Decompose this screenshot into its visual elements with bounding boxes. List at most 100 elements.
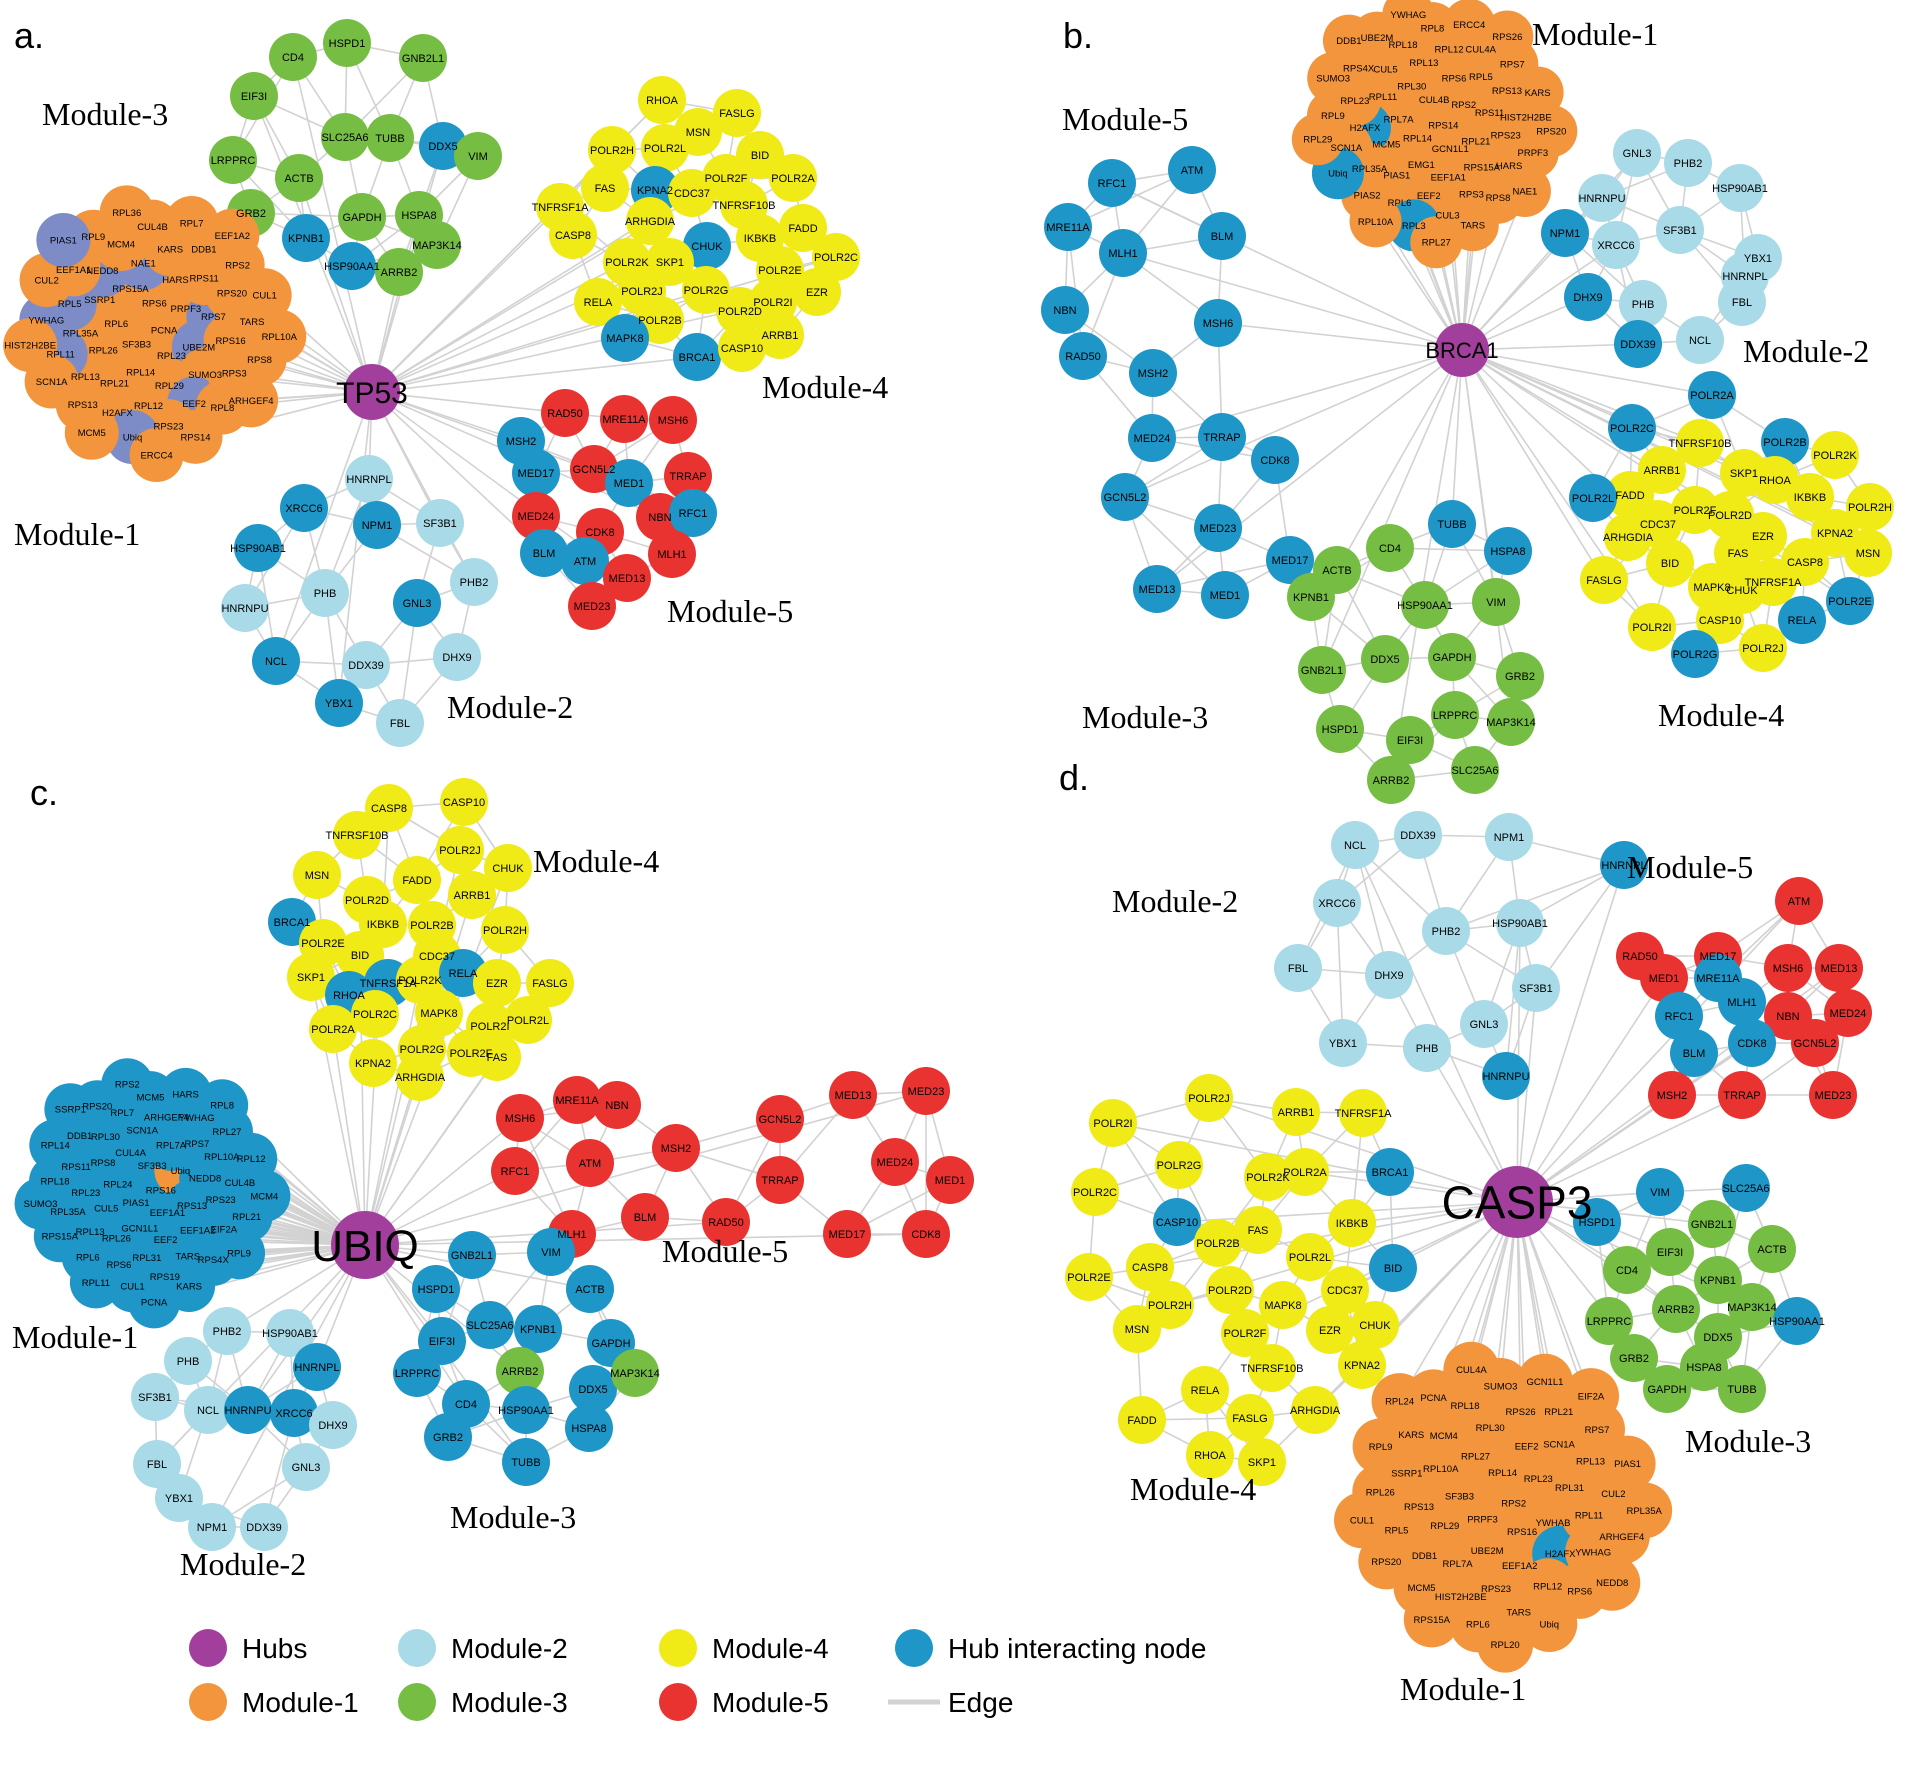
node-msh2[interactable] xyxy=(1129,349,1177,397)
node-med23[interactable] xyxy=(1809,1071,1857,1119)
node-msn[interactable] xyxy=(1844,529,1892,577)
node-med17[interactable] xyxy=(512,449,560,497)
node-lrpprc[interactable] xyxy=(1431,691,1479,739)
node-hnrnpu[interactable] xyxy=(1482,1052,1530,1100)
node-gnb2l1[interactable] xyxy=(399,34,447,82)
node-rpl27[interactable] xyxy=(1410,216,1463,269)
node-casp10[interactable] xyxy=(718,324,766,372)
node-rpl20[interactable] xyxy=(1477,1616,1534,1673)
node-npm1[interactable] xyxy=(1541,209,1589,257)
node-med24[interactable] xyxy=(1824,989,1872,1037)
node-med13[interactable] xyxy=(603,554,651,602)
node-hsp90aa1[interactable] xyxy=(1773,1297,1821,1345)
node-xrcc6[interactable] xyxy=(1313,879,1361,927)
node-faslg[interactable] xyxy=(1226,1394,1274,1442)
node-brca1[interactable] xyxy=(673,333,721,381)
node-arhgdia[interactable] xyxy=(396,1053,444,1101)
node-ncl[interactable] xyxy=(1331,821,1379,869)
node-map3k14[interactable] xyxy=(611,1349,659,1397)
node-grb2[interactable] xyxy=(1496,652,1544,700)
node-polr2f[interactable] xyxy=(1221,1309,1269,1357)
node-tubb[interactable] xyxy=(1428,500,1476,548)
node-polr2h[interactable] xyxy=(588,126,636,174)
node-med17[interactable] xyxy=(1266,536,1314,584)
node-tnfrsf10b[interactable] xyxy=(1676,419,1724,467)
node-mre11a[interactable] xyxy=(600,395,648,443)
node-gapdh[interactable] xyxy=(338,193,386,241)
node-tnfrsf1a[interactable] xyxy=(1749,558,1797,606)
node-trrap[interactable] xyxy=(756,1156,804,1204)
node-grb2[interactable] xyxy=(424,1413,472,1461)
node-casp8[interactable] xyxy=(549,211,597,259)
node-brca1[interactable] xyxy=(1366,1148,1414,1196)
node-msn[interactable] xyxy=(293,851,341,899)
node-arhgef4[interactable] xyxy=(224,373,279,428)
node-polr2g[interactable] xyxy=(1155,1141,1203,1189)
node-arrb2[interactable] xyxy=(1367,756,1415,804)
node-xrcc6[interactable] xyxy=(270,1389,318,1437)
node-fas[interactable] xyxy=(473,1033,521,1081)
node-med23[interactable] xyxy=(568,582,616,630)
node-tnfrsf1a[interactable] xyxy=(1339,1089,1387,1137)
node-hspd1[interactable] xyxy=(412,1265,460,1313)
node-fbl[interactable] xyxy=(376,699,424,747)
node-tnfrsf10b[interactable] xyxy=(1248,1344,1296,1392)
node-polr2a[interactable] xyxy=(1688,371,1736,419)
node-phb[interactable] xyxy=(1403,1024,1451,1072)
node-mapk8[interactable] xyxy=(415,989,463,1037)
node-kpnb1[interactable] xyxy=(1694,1256,1742,1304)
node-arrb2[interactable] xyxy=(375,248,423,296)
node-hnrnpl[interactable] xyxy=(345,455,393,503)
node-cdk8[interactable] xyxy=(1728,1019,1776,1067)
node-polr2b[interactable] xyxy=(1194,1219,1242,1267)
node-hist2h2be[interactable] xyxy=(3,318,58,373)
node-kpna2[interactable] xyxy=(1338,1341,1386,1389)
node-npm1[interactable] xyxy=(353,501,401,549)
node-polr2l[interactable] xyxy=(641,124,689,172)
node-skp1[interactable] xyxy=(1238,1438,1286,1486)
node-polr2c[interactable] xyxy=(812,233,860,281)
node-rfc1[interactable] xyxy=(669,489,717,537)
node-sumo3[interactable] xyxy=(14,1177,67,1230)
node-blm[interactable] xyxy=(1670,1029,1718,1077)
node-blm[interactable] xyxy=(1198,212,1246,260)
node-polr2j[interactable] xyxy=(1185,1074,1233,1122)
node-gnl3[interactable] xyxy=(1460,1000,1508,1048)
node-ybx1[interactable] xyxy=(315,679,363,727)
node-polr2k[interactable] xyxy=(1811,431,1859,479)
node-ncl[interactable] xyxy=(184,1386,232,1434)
node-casp10[interactable] xyxy=(1153,1198,1201,1246)
node-gnl3[interactable] xyxy=(1613,129,1661,177)
node-arrb1[interactable] xyxy=(448,871,496,919)
node-skp1[interactable] xyxy=(287,953,335,1001)
node-vim[interactable] xyxy=(527,1228,575,1276)
node-hsp90aa1[interactable] xyxy=(328,242,376,290)
node-npm1[interactable] xyxy=(1485,813,1533,861)
node-med24[interactable] xyxy=(1128,414,1176,462)
node-blm[interactable] xyxy=(621,1193,669,1241)
node-msh2[interactable] xyxy=(1648,1071,1696,1119)
node-blm[interactable] xyxy=(520,529,568,577)
node-dhx9[interactable] xyxy=(1365,951,1413,999)
node-map3k14[interactable] xyxy=(1728,1283,1776,1331)
node-cd4[interactable] xyxy=(1603,1246,1651,1294)
node-rps2[interactable] xyxy=(101,1058,154,1111)
node-fbl[interactable] xyxy=(133,1440,181,1488)
node-hsp90aa1[interactable] xyxy=(502,1386,550,1434)
node-arhgdia[interactable] xyxy=(1604,513,1652,561)
node-med24[interactable] xyxy=(871,1138,919,1186)
node-lrpprc[interactable] xyxy=(209,136,257,184)
node-pias1[interactable] xyxy=(1599,1435,1656,1492)
node-polr2j[interactable] xyxy=(436,826,484,874)
node-polr2f[interactable] xyxy=(1671,486,1719,534)
node-cd4[interactable] xyxy=(269,33,317,81)
node-sf3b1[interactable] xyxy=(416,499,464,547)
node-polr2b[interactable] xyxy=(1761,418,1809,466)
node-phb[interactable] xyxy=(301,569,349,617)
hub-node-casp3[interactable] xyxy=(1481,1166,1553,1238)
node-ddx39[interactable] xyxy=(342,641,390,689)
node-casp8[interactable] xyxy=(365,784,413,832)
node-dhx9[interactable] xyxy=(309,1401,357,1449)
node-ezr[interactable] xyxy=(473,959,521,1007)
node-kpnb1[interactable] xyxy=(514,1305,562,1353)
